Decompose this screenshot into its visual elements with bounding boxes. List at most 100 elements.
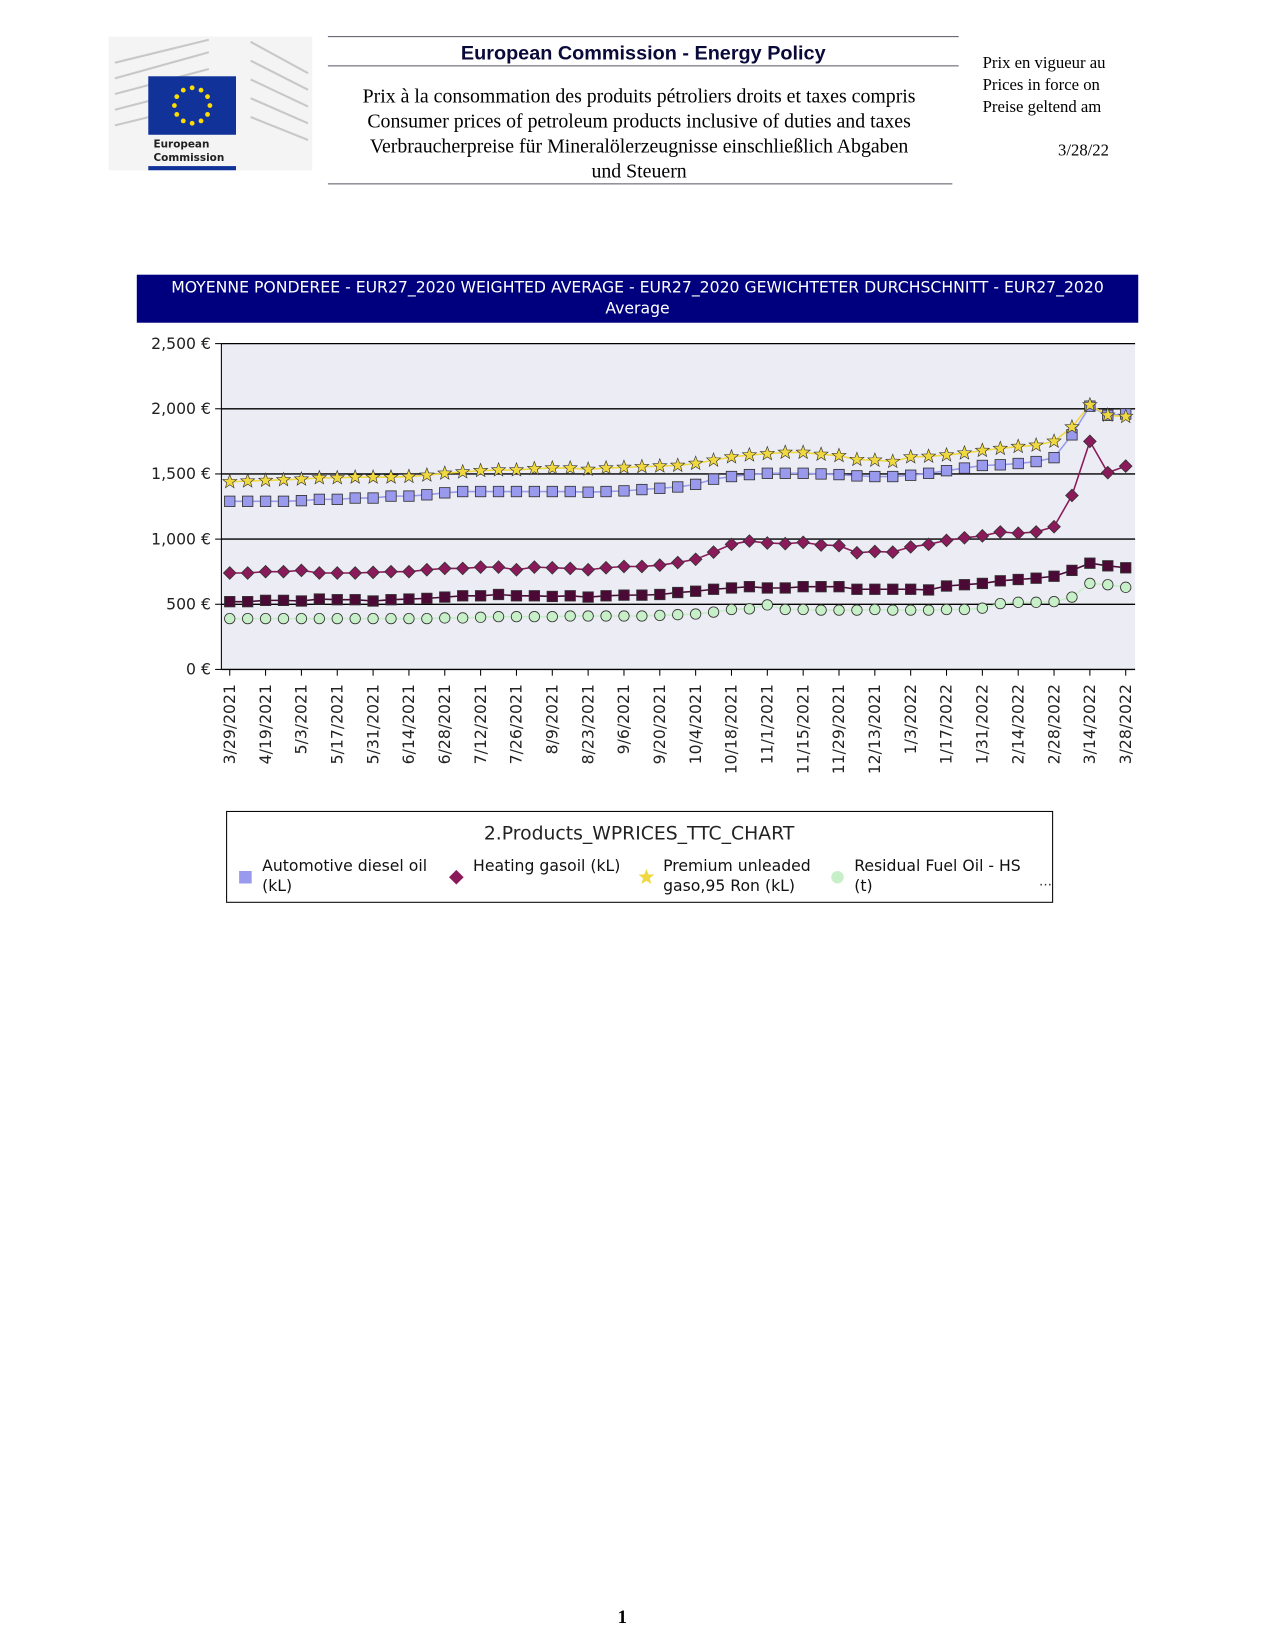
marker <box>885 453 901 469</box>
marker <box>672 609 684 621</box>
marker <box>492 485 505 498</box>
header-right: Prices in force on <box>983 75 1101 94</box>
marker <box>1066 564 1078 577</box>
x-tick-label: 2/28/2022 <box>1044 684 1063 764</box>
marker <box>1048 570 1060 582</box>
marker <box>922 604 935 616</box>
marker <box>474 485 487 498</box>
marker <box>598 459 614 475</box>
logo-star <box>174 94 180 100</box>
marker <box>796 535 811 550</box>
marker <box>761 582 773 594</box>
legend-label: Automotive diesel oil (kL) <box>262 856 428 895</box>
marker <box>1048 452 1060 464</box>
marker <box>385 490 397 502</box>
marker <box>815 581 827 593</box>
marker <box>403 490 415 502</box>
header-line: Verbraucherpreise für Mineralölerzeugnis… <box>370 136 909 158</box>
marker <box>528 485 541 498</box>
marker <box>815 604 827 616</box>
marker <box>1030 455 1042 468</box>
legend-swatch <box>831 870 844 884</box>
marker <box>707 606 720 618</box>
marker <box>1065 488 1079 503</box>
marker <box>618 589 630 601</box>
marker <box>349 612 361 625</box>
marker <box>869 583 881 595</box>
marker <box>938 446 955 462</box>
marker <box>887 604 899 616</box>
marker <box>403 612 415 625</box>
marker <box>922 467 935 479</box>
chart-title-box: MOYENNE PONDEREE - EUR27_2020 WEIGHTED A… <box>171 277 1104 318</box>
marker <box>222 566 237 580</box>
chart-title: MOYENNE PONDEREE - EUR27_2020 WEIGHTED A… <box>171 277 1104 318</box>
marker <box>367 612 379 625</box>
header-line: und Steuern <box>591 161 686 183</box>
marker <box>330 566 345 580</box>
marker <box>528 590 541 602</box>
marker <box>365 468 381 484</box>
marker <box>510 611 523 623</box>
marker <box>902 448 919 464</box>
marker <box>313 493 325 505</box>
marker <box>582 591 594 603</box>
marker <box>509 562 524 577</box>
x-tick-label: 10/4/2021 <box>686 684 705 764</box>
marker <box>239 472 256 488</box>
marker <box>491 560 506 574</box>
marker <box>1010 438 1027 454</box>
marker <box>526 460 543 476</box>
marker <box>544 459 561 475</box>
marker <box>600 485 612 498</box>
marker <box>1064 418 1080 434</box>
y-tick-label: 2,000 € <box>151 399 211 418</box>
marker <box>635 559 649 574</box>
marker <box>688 552 703 567</box>
marker <box>221 473 238 489</box>
marker <box>564 485 576 498</box>
marker <box>957 530 972 545</box>
marker <box>295 595 308 607</box>
marker <box>384 564 398 579</box>
logo-text: Commission <box>154 152 225 164</box>
chart-title-bar <box>136 274 1139 323</box>
marker <box>329 469 346 485</box>
x-tick-label: 1/31/2022 <box>973 684 992 764</box>
marker <box>690 585 702 597</box>
marker <box>1082 396 1098 412</box>
logo-star <box>207 103 213 108</box>
marker <box>779 603 791 616</box>
legend <box>226 810 1054 903</box>
x-tick-label: 5/31/2021 <box>363 684 382 764</box>
marker <box>474 611 487 623</box>
marker <box>654 588 666 601</box>
marker <box>652 558 667 573</box>
header-line: Consumer prices of petroleum products in… <box>367 110 911 132</box>
marker <box>1011 526 1026 541</box>
marker <box>472 462 489 478</box>
marker <box>705 452 722 467</box>
marker <box>439 612 451 624</box>
legend-entry: Automotive diesel oil (kL) <box>262 856 428 895</box>
marker <box>832 538 846 553</box>
marker <box>992 440 1009 456</box>
marker <box>224 495 236 507</box>
marker <box>1084 557 1096 569</box>
marker <box>795 444 811 460</box>
marker <box>1120 581 1132 593</box>
marker <box>618 610 630 622</box>
marker <box>956 444 973 460</box>
x-tick-label: 9/6/2021 <box>614 684 633 754</box>
marker <box>994 597 1006 610</box>
marker <box>473 560 488 574</box>
marker <box>905 469 917 481</box>
marker <box>813 446 829 461</box>
marker <box>887 583 899 595</box>
marker <box>869 603 881 616</box>
marker <box>940 580 953 592</box>
marker <box>259 495 272 507</box>
marker <box>1012 596 1024 608</box>
marker <box>492 611 505 623</box>
marker <box>258 564 273 579</box>
